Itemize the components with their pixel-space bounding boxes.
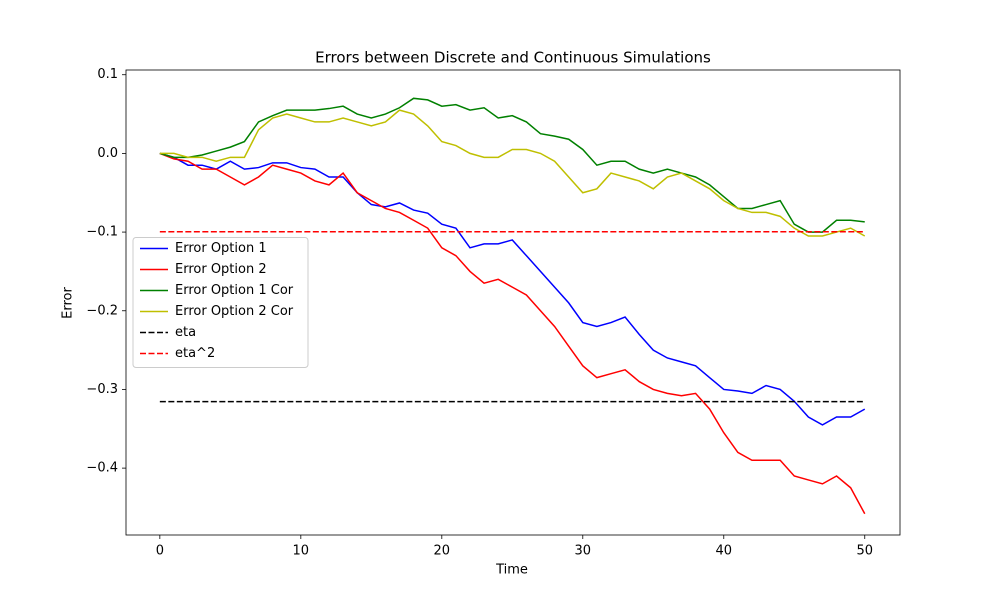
series-line — [159, 152, 866, 515]
x-tick-label: 30 — [575, 544, 592, 559]
y-tick-label: −0.1 — [86, 225, 118, 240]
x-tick-label: 50 — [856, 544, 873, 559]
y-tick-label: −0.3 — [86, 382, 118, 397]
series-line — [159, 109, 866, 237]
legend-label: Error Option 1 — [175, 241, 267, 256]
y-axis-label: Error — [61, 287, 76, 319]
legend-label: eta — [175, 325, 196, 340]
legend-frame — [132, 237, 309, 368]
x-tick-label: 20 — [434, 544, 451, 559]
x-axis-label: Time — [495, 563, 528, 578]
x-tick-label: 0 — [156, 544, 164, 559]
y-tick-label: −0.4 — [86, 461, 118, 476]
y-tick-label: 0.0 — [97, 146, 118, 161]
series-line — [159, 152, 866, 426]
x-tick-label: 10 — [293, 544, 310, 559]
legend-label: Error Option 2 — [175, 262, 267, 277]
plot-frame — [125, 69, 901, 536]
y-tick-label: 0.1 — [97, 67, 118, 82]
legend-label: Error Option 2 Cor — [175, 304, 294, 319]
legend-label: eta^2 — [175, 346, 215, 361]
y-tick-label: −0.2 — [86, 303, 118, 318]
series-line — [159, 97, 865, 233]
x-tick-label: 40 — [715, 544, 732, 559]
chart-title: Errors between Discrete and Continuous S… — [315, 49, 711, 67]
legend-label: Error Option 1 Cor — [175, 283, 294, 298]
